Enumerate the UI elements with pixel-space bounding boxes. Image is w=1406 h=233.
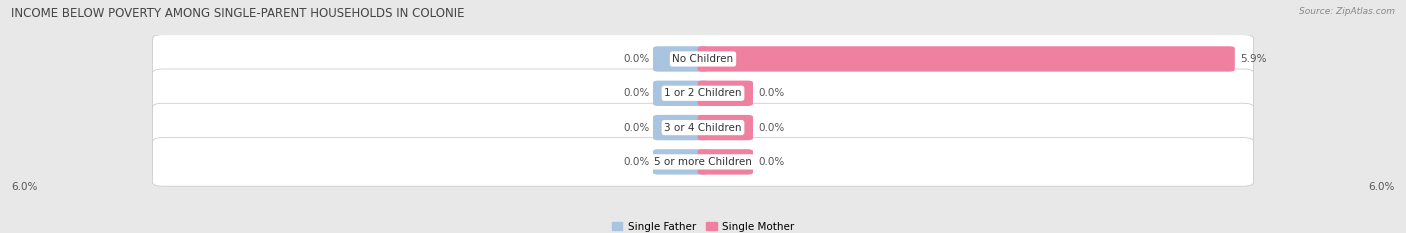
FancyBboxPatch shape [652, 46, 709, 72]
Text: 5 or more Children: 5 or more Children [654, 157, 752, 167]
FancyBboxPatch shape [697, 46, 1234, 72]
Text: No Children: No Children [672, 54, 734, 64]
Text: Source: ZipAtlas.com: Source: ZipAtlas.com [1299, 7, 1395, 16]
FancyBboxPatch shape [652, 149, 709, 175]
FancyBboxPatch shape [152, 137, 1254, 186]
Text: 6.0%: 6.0% [1368, 182, 1395, 192]
Text: 0.0%: 0.0% [623, 157, 650, 167]
FancyBboxPatch shape [152, 69, 1254, 118]
FancyBboxPatch shape [152, 103, 1254, 152]
FancyBboxPatch shape [652, 115, 709, 140]
Text: 3 or 4 Children: 3 or 4 Children [664, 123, 742, 133]
Text: 0.0%: 0.0% [623, 54, 650, 64]
Text: 5.9%: 5.9% [1240, 54, 1267, 64]
Text: 0.0%: 0.0% [623, 123, 650, 133]
FancyBboxPatch shape [652, 81, 709, 106]
Text: 0.0%: 0.0% [758, 123, 785, 133]
Legend: Single Father, Single Mother: Single Father, Single Mother [607, 217, 799, 233]
Text: 6.0%: 6.0% [11, 182, 38, 192]
FancyBboxPatch shape [697, 149, 754, 175]
Text: INCOME BELOW POVERTY AMONG SINGLE-PARENT HOUSEHOLDS IN COLONIE: INCOME BELOW POVERTY AMONG SINGLE-PARENT… [11, 7, 465, 20]
Text: 0.0%: 0.0% [758, 88, 785, 98]
Text: 0.0%: 0.0% [758, 157, 785, 167]
FancyBboxPatch shape [152, 35, 1254, 83]
FancyBboxPatch shape [697, 115, 754, 140]
Text: 0.0%: 0.0% [623, 88, 650, 98]
Text: 1 or 2 Children: 1 or 2 Children [664, 88, 742, 98]
FancyBboxPatch shape [697, 81, 754, 106]
